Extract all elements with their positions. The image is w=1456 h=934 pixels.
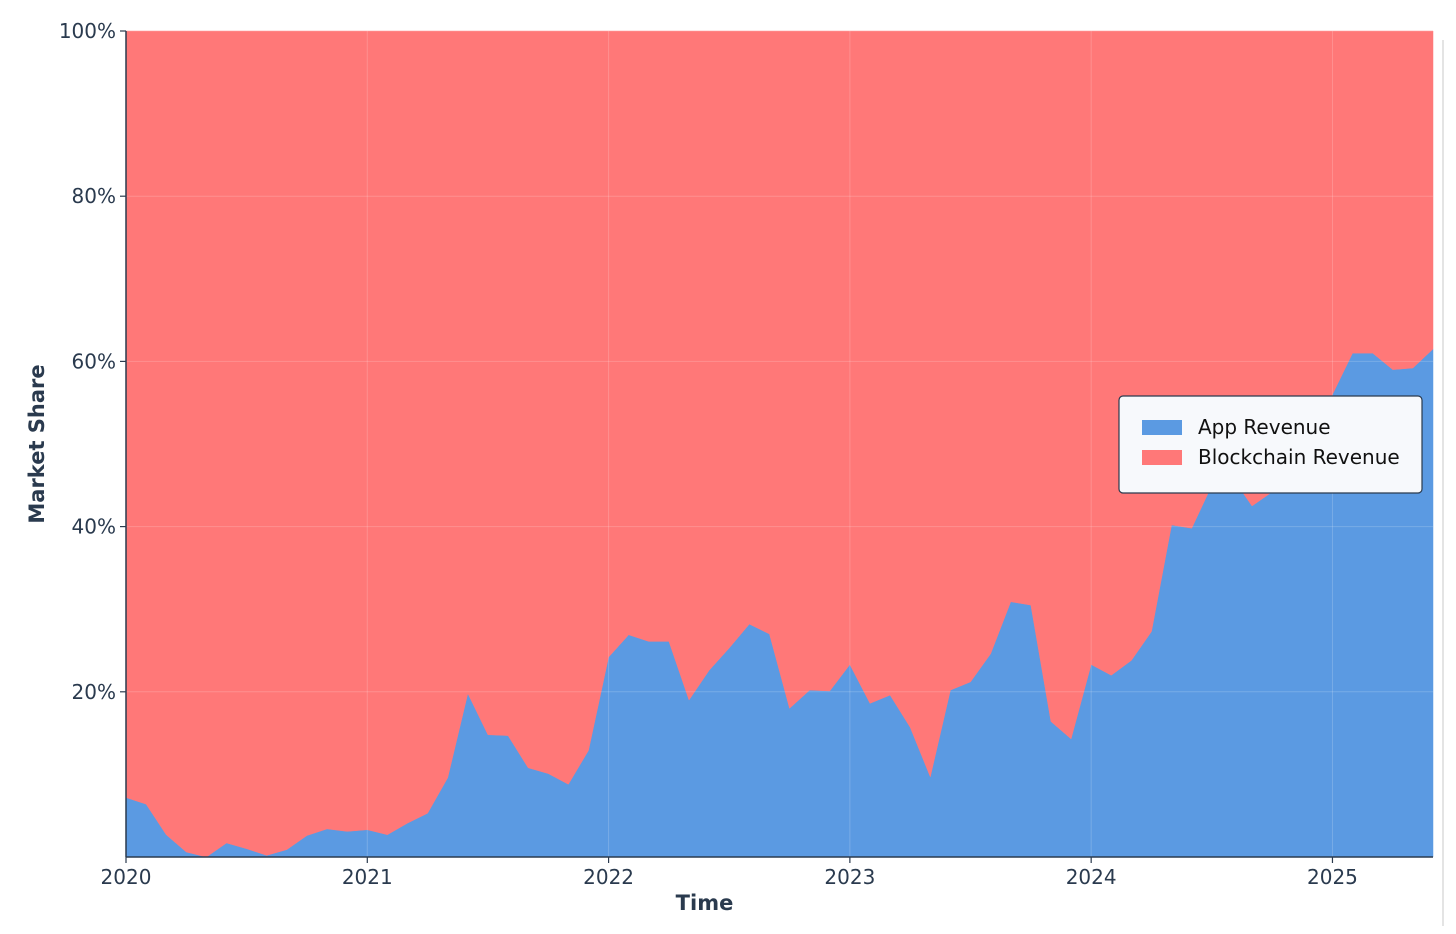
legend-swatch-blockchain-revenue xyxy=(1142,450,1182,465)
x-tick-label: 2024 xyxy=(1066,865,1117,889)
legend: App Revenue Blockchain Revenue xyxy=(1118,395,1423,494)
legend-box xyxy=(1118,395,1423,494)
y-tick-label: 100% xyxy=(59,19,116,43)
axes-layer xyxy=(125,31,1433,858)
y-axis-title: Market Share xyxy=(25,364,49,523)
y-tick-label: 20% xyxy=(72,680,116,704)
x-tick-label: 2023 xyxy=(824,865,875,889)
legend-label-blockchain-revenue: Blockchain Revenue xyxy=(1198,445,1400,469)
x-tick-label: 2025 xyxy=(1307,865,1358,889)
x-tick-label: 2020 xyxy=(101,865,152,889)
x-tick-label: 2022 xyxy=(583,865,634,889)
y-tick-label: 40% xyxy=(72,515,116,539)
y-tick-label: 80% xyxy=(72,184,116,208)
tick-layer: 2020 2021 2022 2023 2024 2025 20% 40% 60% 80% 100% xyxy=(59,19,1358,889)
x-tick-label: 2021 xyxy=(342,865,393,889)
blockchain-revenue-area xyxy=(125,30,1434,858)
x-axis-title: Time xyxy=(676,891,734,915)
legend-swatch-app-revenue xyxy=(1142,420,1182,435)
legend-label-app-revenue: App Revenue xyxy=(1198,415,1331,439)
y-tick-label: 60% xyxy=(72,349,116,373)
